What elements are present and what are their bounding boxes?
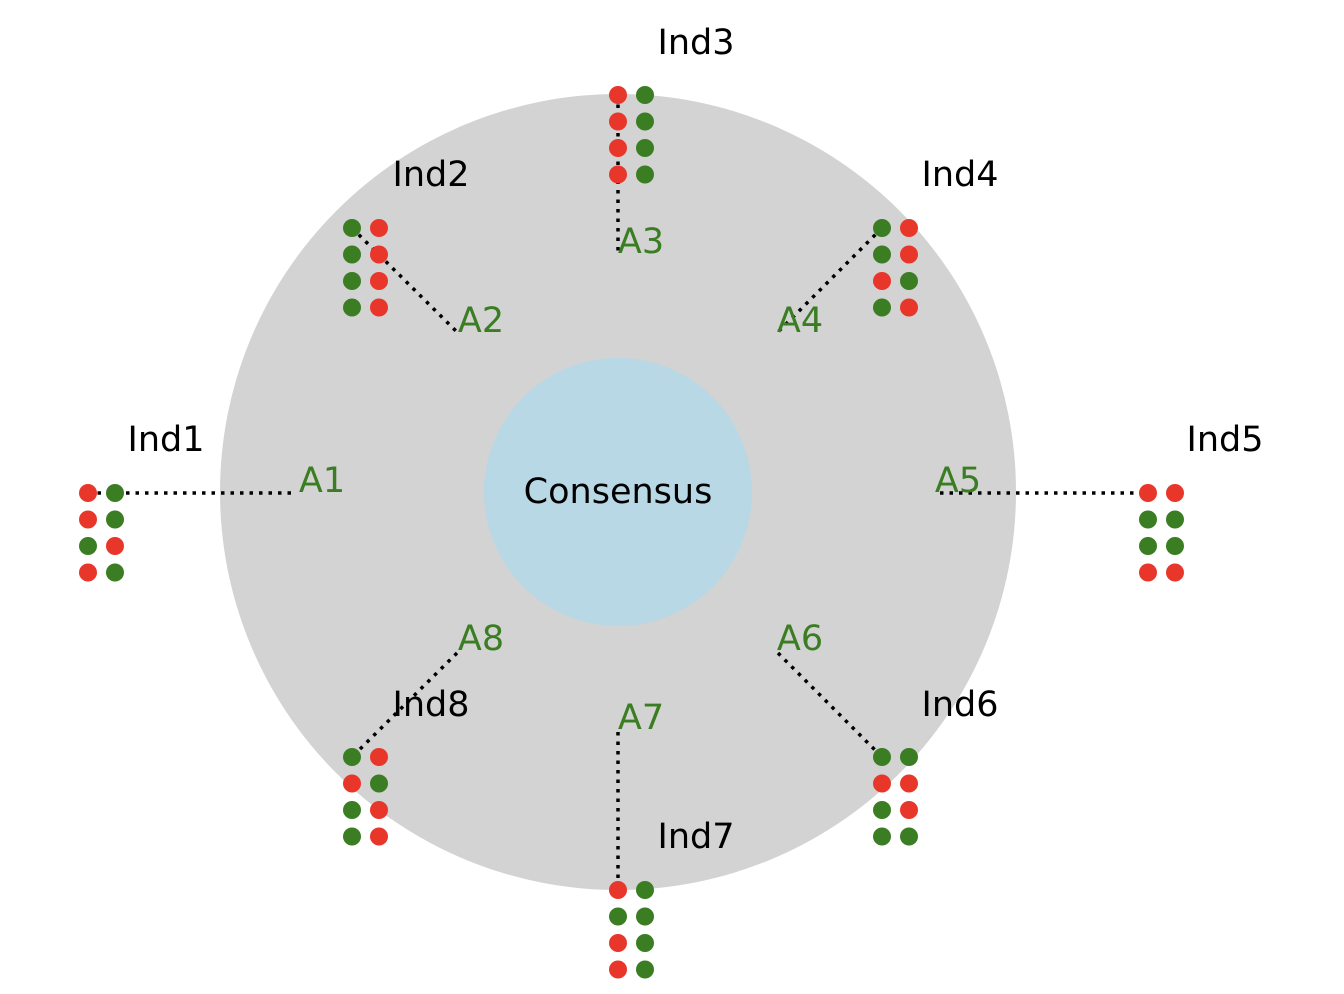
- allele-dot-green: [106, 484, 124, 502]
- allele-dot-red: [609, 112, 627, 131]
- individual-label-ind5: Ind5: [1187, 420, 1264, 460]
- allele-dot-green: [636, 165, 654, 184]
- allele-dot-red: [900, 298, 918, 317]
- area-label-a6: A6: [777, 619, 823, 659]
- allele-dot-green: [873, 801, 891, 819]
- allele-dot-red: [343, 774, 361, 793]
- allele-dot-red: [873, 774, 891, 793]
- allele-dot-green: [343, 801, 361, 819]
- allele-dot-red: [79, 563, 97, 582]
- allele-dot-red: [609, 881, 627, 899]
- individual-label-ind1: Ind1: [128, 420, 205, 460]
- individual-group-ind1: Ind1: [79, 420, 205, 582]
- allele-dot-green: [636, 139, 654, 157]
- allele-dot-red: [609, 934, 627, 952]
- individual-label-ind4: Ind4: [922, 155, 999, 195]
- individual-label-ind7: Ind7: [658, 817, 735, 857]
- allele-dot-red: [370, 748, 388, 766]
- allele-dot-green: [343, 219, 361, 237]
- allele-dot-green: [106, 510, 124, 529]
- allele-dot-green: [1166, 510, 1184, 529]
- allele-dot-red: [609, 139, 627, 157]
- allele-dot-green: [900, 748, 918, 766]
- allele-dot-green: [873, 298, 891, 317]
- allele-dot-red: [900, 774, 918, 793]
- allele-dot-red: [370, 298, 388, 317]
- allele-dot-red: [370, 272, 388, 290]
- area-label-a8: A8: [458, 619, 504, 659]
- area-labels: A1 A2 A3 A4 A5 A6 A7 A8: [299, 222, 981, 738]
- allele-dot-red: [1139, 484, 1157, 502]
- individual-groups: Ind1 Ind2 Ind3 Ind4 Ind5 Ind6 Ind7 Ind8: [79, 23, 1264, 979]
- allele-dot-green: [79, 537, 97, 555]
- consensus-circle: [484, 358, 752, 626]
- allele-dot-green: [873, 748, 891, 766]
- allele-dot-green: [343, 272, 361, 290]
- area-label-a7: A7: [618, 698, 664, 738]
- individual-group-ind5: Ind5: [1139, 420, 1264, 582]
- individual-group-ind6: Ind6: [873, 685, 999, 846]
- allele-dot-green: [343, 827, 361, 846]
- individual-group-ind2: Ind2: [343, 155, 470, 317]
- individual-label-ind6: Ind6: [922, 685, 999, 725]
- allele-dot-red: [370, 245, 388, 264]
- allele-dot-green: [1139, 537, 1157, 555]
- area-label-a3: A3: [618, 222, 664, 262]
- allele-dot-green: [1139, 510, 1157, 529]
- allele-dot-red: [900, 219, 918, 237]
- area-label-a2: A2: [458, 301, 504, 341]
- allele-dot-green: [636, 86, 654, 104]
- area-label-a1: A1: [299, 461, 345, 501]
- allele-dot-green: [343, 748, 361, 766]
- allele-dot-green: [636, 934, 654, 952]
- allele-dot-red: [1166, 563, 1184, 582]
- individual-label-ind2: Ind2: [393, 155, 470, 195]
- individual-group-ind4: Ind4: [873, 155, 999, 317]
- allele-dot-red: [873, 272, 891, 290]
- individual-label-ind8: Ind8: [393, 685, 470, 725]
- allele-dot-red: [609, 86, 627, 104]
- allele-dot-green: [873, 245, 891, 264]
- allele-dot-red: [1139, 563, 1157, 582]
- allele-dot-green: [873, 827, 891, 846]
- individual-label-ind3: Ind3: [658, 23, 735, 63]
- allele-dot-green: [636, 960, 654, 979]
- allele-dot-red: [900, 245, 918, 264]
- allele-dot-green: [873, 219, 891, 237]
- allele-dot-green: [636, 112, 654, 131]
- allele-dot-red: [1166, 484, 1184, 502]
- individual-group-ind3: Ind3: [609, 23, 735, 184]
- individual-group-ind7: Ind7: [609, 817, 735, 979]
- allele-dot-green: [900, 272, 918, 290]
- allele-dot-red: [79, 510, 97, 529]
- allele-dot-red: [370, 827, 388, 846]
- allele-dot-green: [106, 563, 124, 582]
- allele-dot-green: [636, 907, 654, 926]
- allele-dot-red: [370, 219, 388, 237]
- area-label-a4: A4: [777, 301, 823, 341]
- allele-dot-red: [609, 960, 627, 979]
- allele-dot-red: [79, 484, 97, 502]
- allele-dot-green: [1166, 537, 1184, 555]
- allele-dot-red: [106, 537, 124, 555]
- allele-dot-green: [900, 827, 918, 846]
- individual-group-ind8: Ind8: [343, 685, 470, 846]
- area-label-a5: A5: [935, 461, 981, 501]
- allele-dot-green: [343, 298, 361, 317]
- allele-dot-green: [343, 245, 361, 264]
- allele-dot-red: [609, 165, 627, 184]
- allele-dot-red: [900, 801, 918, 819]
- consensus-label: Consensus: [524, 472, 713, 512]
- allele-dot-red: [370, 801, 388, 819]
- allele-dot-green: [609, 907, 627, 926]
- allele-dot-green: [636, 881, 654, 899]
- allele-dot-green: [370, 774, 388, 793]
